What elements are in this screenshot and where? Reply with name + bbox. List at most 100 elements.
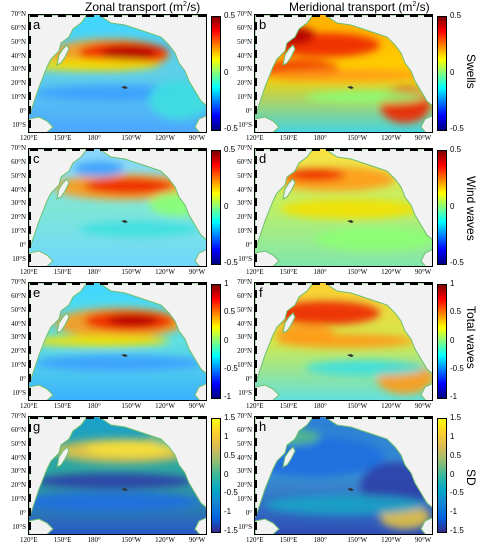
lat-tick-label: 20°N (11, 79, 26, 88)
panel-letter: f (259, 285, 263, 300)
japan-island (56, 178, 70, 200)
colorbar-tick-label: 1 (450, 279, 455, 288)
lat-tick-label: 70°N (11, 144, 26, 152)
colorbar-tick-label: -0.5 (224, 488, 238, 498)
lat-tick-label: 20°N (237, 481, 252, 490)
lon-tick-label: 120°W (155, 268, 175, 276)
lon-tick-label: 180° (87, 268, 101, 276)
lat-tick-label: 70°N (11, 10, 26, 18)
lon-tick-label: 180° (87, 536, 101, 544)
lat-tick-label: 10°S (238, 522, 252, 531)
lat-tick-label: 50°N (11, 439, 26, 448)
lon-tick-label: 150°E (279, 536, 298, 544)
map-panel-g: g (28, 416, 207, 535)
colorbar-tick-label: 0.5 (450, 11, 462, 20)
field-blob (255, 437, 385, 477)
lat-tick-label: 50°N (237, 37, 252, 46)
colorbar-tick-label: -0.5 (224, 124, 238, 133)
lon-tick-label: 120°W (381, 268, 401, 276)
map-frame (255, 283, 432, 400)
map-panel-h: h (254, 416, 433, 535)
lon-tick-label: 150°E (53, 536, 72, 544)
lat-tick-label: 30°N (237, 467, 252, 476)
field-blob (34, 355, 204, 371)
lon-tick-label: 120°E (246, 536, 264, 544)
north-america-landmass (324, 417, 432, 508)
lat-tick-label: 20°N (237, 347, 252, 356)
colorbar (437, 16, 447, 131)
asia-landmass (29, 417, 88, 518)
lat-tick-label: 50°N (237, 305, 252, 314)
lat-tick-label: 10°S (238, 254, 252, 263)
japan-island (282, 178, 296, 200)
colorbar (211, 150, 221, 265)
map-frame (255, 417, 432, 534)
hawaii-islands (121, 86, 128, 89)
lat-tick-label: 70°N (237, 278, 252, 286)
colorbar-tick-label: -1.5 (450, 526, 464, 535)
map-canvas (29, 417, 206, 534)
lat-tick-label: 40°N (11, 453, 26, 462)
meridional-title-sup: 2 (412, 1, 417, 8)
map-frame (29, 149, 206, 266)
lat-tick-label: 70°N (11, 412, 26, 420)
hawaii-islands (121, 220, 128, 223)
lat-tick-label: 10°N (237, 361, 252, 370)
lat-tick-label: 30°N (237, 199, 252, 208)
lon-tick-label: 150°E (279, 134, 298, 142)
hawaii-islands (347, 86, 354, 89)
map-frame (29, 15, 206, 132)
lat-tick-label: 30°N (237, 333, 252, 342)
colorbar-tick-label: 0.5 (450, 307, 462, 317)
central-america-landmass (194, 383, 206, 400)
lon-tick-label: 90°W (188, 268, 206, 276)
field-blob (84, 178, 174, 194)
lon-tick-label: 150°W (347, 134, 368, 142)
field-blob (29, 492, 199, 512)
lat-tick-label: 40°N (237, 319, 252, 328)
central-america-landmass (194, 517, 206, 534)
lon-tick-label: 90°W (188, 536, 206, 544)
lat-tick-label: 40°N (237, 51, 252, 60)
maritime-continent-landmass (255, 250, 280, 266)
zonal-transport-title: Zonal transport (m2/s) (85, 0, 200, 14)
colorbar-tick-label: -1 (224, 392, 232, 401)
map-canvas (29, 15, 206, 132)
colorbar-tick-label: -0.5 (450, 258, 464, 267)
map-panel-b: b (254, 14, 433, 133)
colorbar-tick-label: 0.5 (224, 307, 236, 317)
hawaii-islands (347, 354, 354, 357)
asia-landmass (255, 417, 314, 518)
lat-tick-label: 40°N (11, 319, 26, 328)
lon-tick-label: 150°W (347, 536, 368, 544)
lon-tick-label: 90°W (414, 536, 432, 544)
lon-tick-label: 180° (87, 134, 101, 142)
lat-tick-label: 20°N (11, 347, 26, 356)
japan-island (282, 312, 296, 334)
zonal-title-sup: 2 (183, 1, 187, 8)
lon-tick-label: 120°W (381, 402, 401, 410)
asia-landmass (29, 283, 88, 384)
colorbar (211, 16, 221, 131)
colorbar-tick-label: 1.5 (450, 413, 462, 422)
field-blob (315, 227, 432, 251)
central-america-landmass (420, 517, 432, 534)
lat-tick-label: 70°N (237, 10, 252, 18)
lat-tick-label: 60°N (11, 157, 26, 166)
field-blob (280, 199, 420, 219)
lat-tick-label: 0° (19, 508, 26, 517)
meridional-title-end: /s) (416, 0, 430, 14)
colorbar (437, 284, 447, 399)
colorbar-tick-label: -1 (450, 507, 458, 517)
asia-landmass (29, 149, 88, 250)
hawaii-islands (347, 488, 354, 491)
lon-tick-label: 120°E (20, 134, 38, 142)
lon-tick-label: 150°E (53, 268, 72, 276)
field-blob (101, 46, 157, 60)
lon-tick-label: 90°W (188, 402, 206, 410)
lat-tick-label: 10°S (238, 388, 252, 397)
lat-tick-label: 40°N (237, 453, 252, 462)
row-label-swells: Swells (464, 54, 478, 89)
field-blob (149, 80, 206, 120)
lat-tick-label: 70°N (237, 144, 252, 152)
